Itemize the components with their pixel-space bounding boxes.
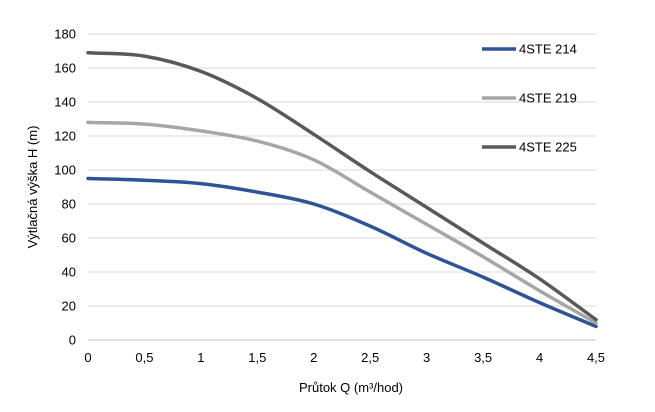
legend-label: 4STE 219 xyxy=(519,91,577,106)
legend: 4STE 214 4STE 219 4STE 225 xyxy=(482,42,577,155)
y-axis-ticks: 0 20 40 60 80 100 120 140 160 180 xyxy=(54,27,76,348)
y-tick-label: 140 xyxy=(54,95,76,110)
legend-label: 4STE 225 xyxy=(519,140,577,155)
x-tick-label: 2 xyxy=(310,350,317,365)
y-tick-label: 180 xyxy=(54,27,76,42)
x-axis-title: Průtok Q (m³/hod) xyxy=(299,380,403,395)
y-tick-label: 20 xyxy=(62,299,76,314)
gridlines xyxy=(88,33,596,341)
x-tick-label: 4 xyxy=(536,350,543,365)
y-tick-label: 0 xyxy=(69,333,76,348)
x-tick-label: 4,5 xyxy=(587,350,605,365)
x-tick-label: 1,5 xyxy=(248,350,266,365)
series-line-2 xyxy=(86,120,598,325)
y-axis-title: Výtlačná výška H (m) xyxy=(25,126,40,249)
x-tick-label: 3 xyxy=(423,350,430,365)
x-axis-ticks: 0 0,5 1 1,5 2 2,5 3 3,5 4 4,5 xyxy=(84,350,605,365)
legend-label: 4STE 214 xyxy=(519,42,577,57)
y-tick-label: 80 xyxy=(62,197,76,212)
x-tick-label: 0,5 xyxy=(135,350,153,365)
y-tick-label: 120 xyxy=(54,129,76,144)
x-tick-label: 3,5 xyxy=(474,350,492,365)
series-line-3 xyxy=(86,50,598,322)
y-tick-label: 40 xyxy=(62,265,76,280)
x-tick-label: 2,5 xyxy=(361,350,379,365)
series-line-1 xyxy=(86,176,598,329)
y-tick-label: 160 xyxy=(54,61,76,76)
y-tick-label: 60 xyxy=(62,231,76,246)
series-lines xyxy=(86,50,598,329)
y-tick-label: 100 xyxy=(54,163,76,178)
x-tick-label: 1 xyxy=(197,350,204,365)
x-tick-label: 0 xyxy=(84,350,91,365)
